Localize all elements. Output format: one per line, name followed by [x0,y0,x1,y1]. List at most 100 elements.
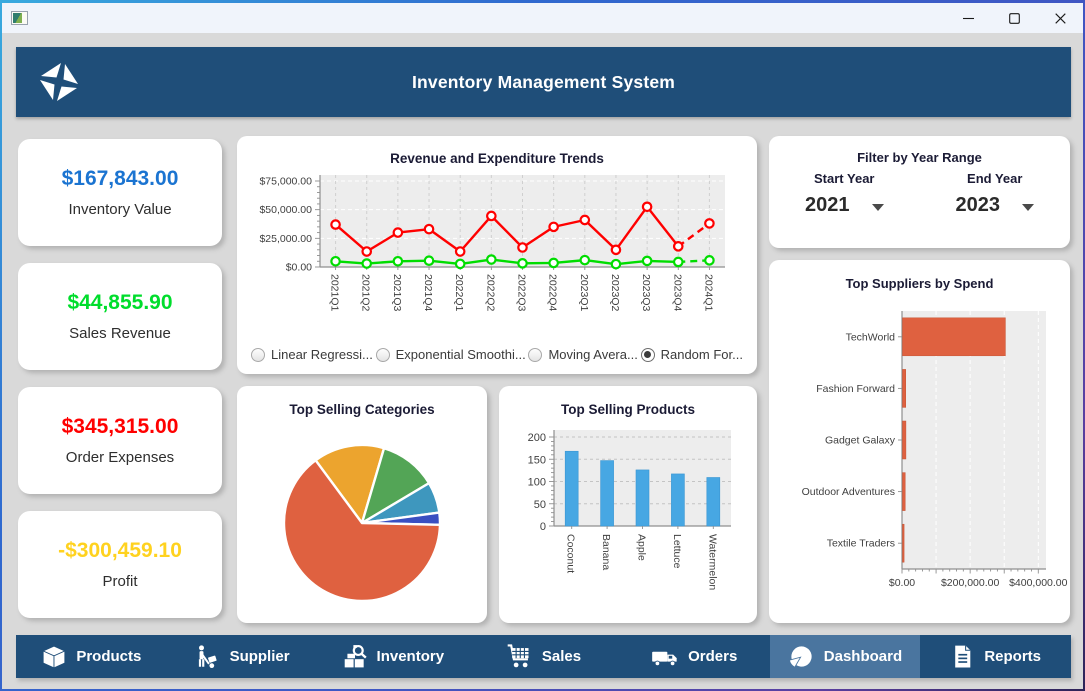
green-series-marker [486,254,497,265]
inventory-value: $167,843.00 [61,167,179,190]
red-series-marker [454,246,466,257]
svg-text:2023Q2: 2023Q2 [609,274,621,312]
radio-label: Random For... [660,347,743,362]
bar [902,369,906,408]
nav-label: Inventory [376,648,445,665]
maximize-button[interactable] [991,3,1037,33]
nav-label: Dashboard [823,648,903,665]
trends-panel: Revenue and Expenditure Trends $0.00 $25,… [237,136,757,374]
bar [635,469,650,527]
nav-products[interactable]: Products [16,635,167,678]
shopping-cart-icon [507,644,529,668]
app-window: Inventory Management System $167,843.00 … [2,3,1083,689]
svg-text:2022Q2: 2022Q2 [484,274,496,312]
year-filter-panel: Filter by Year Range Start Year 2021 End… [769,136,1070,248]
bar [600,460,614,527]
nav-sales[interactable]: Sales [468,635,619,678]
svg-text:$25,000.00: $25,000.00 [259,233,312,245]
pie-slice [282,459,442,603]
svg-text:2021Q4: 2021Q4 [422,274,434,312]
red-series-marker [548,221,559,233]
radio-circle-icon [251,347,265,362]
red-series-forecast-line [677,222,711,248]
top-suppliers-panel: Top Suppliers by Spend TechWorld Fashion … [769,260,1070,623]
svg-text:Gadget Galaxy: Gadget Galaxy [825,435,896,447]
page-title: Inventory Management System [411,71,676,92]
red-series-marker [704,218,715,229]
radio-random-forest[interactable]: Random For... [640,347,743,362]
filter-title: Filter by Year Range [857,150,982,165]
start-year-dropdown[interactable]: 2021 [784,194,904,217]
profit-card: -$300,459.10 Profit [18,511,222,618]
svg-text:2022Q4: 2022Q4 [547,274,559,312]
end-year-dropdown[interactable]: 2023 [935,194,1055,217]
red-series-marker [361,246,373,257]
profit-label: Profit [102,573,138,590]
chevron-down-icon [1022,203,1034,211]
svg-text:2021Q1: 2021Q1 [329,274,341,312]
svg-text:$75,000.00: $75,000.00 [259,176,312,188]
end-year-label: End Year [967,171,1023,186]
nav-inventory[interactable]: Inventory [317,635,468,678]
red-series-marker [672,241,684,252]
red-series-marker [423,223,435,235]
nav-orders[interactable]: Orders [619,635,770,678]
svg-text:200: 200 [528,432,546,444]
close-button[interactable] [1037,3,1083,33]
svg-text:2021Q3: 2021Q3 [391,274,403,312]
green-series-marker [641,255,653,267]
radio-circle-icon [640,347,655,362]
green-series-marker [517,258,528,269]
red-series-marker [330,219,341,230]
nav-label: Reports [984,648,1042,665]
radio-label: Exponential Smoothi... [395,347,526,362]
red-series-marker [392,227,404,238]
magnifier-boxes-icon [344,644,367,667]
pie-chart-icon [789,646,812,667]
green-series-marker [610,258,622,270]
radio-exponential-smoothing[interactable]: Exponential Smoothi... [375,347,526,362]
svg-text:2023Q1: 2023Q1 [578,274,590,312]
green-series-marker [579,254,591,266]
nav-supplier[interactable]: Supplier [167,635,318,678]
svg-text:Lettuce: Lettuce [671,534,683,569]
bar [564,450,579,527]
titlebar [2,3,1083,33]
svg-text:2024Q1: 2024Q1 [702,274,714,312]
app-header: Inventory Management System [16,47,1071,117]
sales-revenue-label: Sales Revenue [69,325,171,342]
red-series-marker [486,210,497,222]
red-series-marker [610,244,622,256]
trends-chart-title: Revenue and Expenditure Trends [390,151,604,166]
chevron-down-icon [871,203,884,211]
svg-text:2023Q4: 2023Q4 [671,274,683,312]
svg-text:Banana: Banana [600,534,612,570]
red-series-marker [579,214,591,226]
green-series-marker [423,255,435,266]
hand-truck-icon [198,644,217,668]
categories-chart-title: Top Selling Categories [289,402,435,417]
nav-reports[interactable]: Reports [920,635,1071,678]
bar [902,317,1006,357]
nav-label: Orders [688,648,738,665]
nav-dashboard[interactable]: Dashboard [769,635,921,678]
svg-text:Outdoor Adventures: Outdoor Adventures [802,486,895,498]
svg-text:50: 50 [534,499,546,511]
document-icon [955,645,971,668]
svg-text:Apple: Apple [636,534,648,561]
inventory-value-label: Inventory Value [68,201,172,218]
green-series-marker [330,255,341,267]
svg-text:TechWorld: TechWorld [846,331,896,343]
order-expenses-card: $345,315.00 Order Expenses [18,387,222,494]
svg-text:$50,000.00: $50,000.00 [259,204,312,216]
pinwheel-logo-icon [40,63,78,101]
svg-text:2022Q1: 2022Q1 [453,274,465,312]
radio-linear-regression[interactable]: Linear Regressi... [251,347,373,362]
start-year-label: Start Year [814,171,875,186]
green-series-marker [392,255,404,267]
radio-moving-average[interactable]: Moving Avera... [528,347,638,362]
svg-text:Textile Traders: Textile Traders [827,538,895,550]
svg-text:$400,000.00: $400,000.00 [1009,577,1068,589]
minimize-button[interactable] [945,3,991,33]
